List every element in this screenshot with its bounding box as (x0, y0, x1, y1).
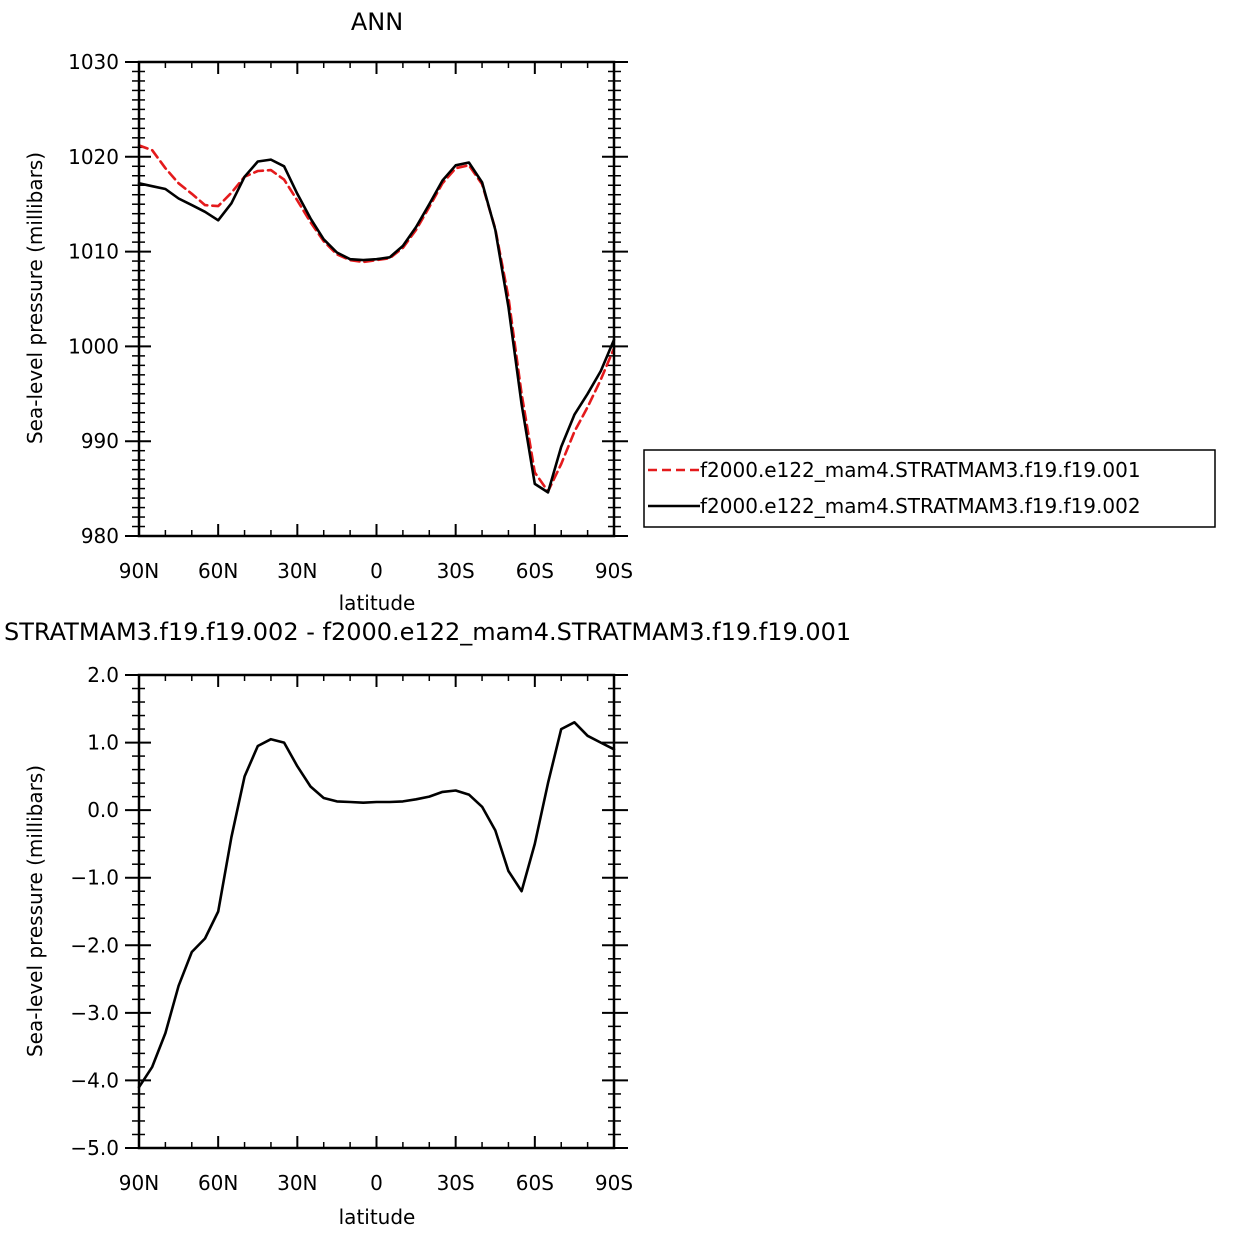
plot-frame (137, 60, 616, 538)
x-axis-label: latitude (339, 1205, 416, 1229)
y-tick-label: 1000 (68, 334, 119, 358)
x-tick-label: 90S (595, 1171, 633, 1195)
y-tick-label: 980 (81, 524, 119, 548)
chart-title: STRATMAM3.f19.f19.002 - f2000.e122_mam4.… (4, 618, 851, 646)
y-tick-label: −4.0 (70, 1068, 119, 1092)
x-tick-label: 30S (437, 1171, 475, 1195)
x-tick-label: 0 (370, 559, 383, 583)
y-tick-label: 990 (81, 429, 119, 453)
x-tick-label: 30S (437, 559, 475, 583)
y-tick-label: 1010 (68, 240, 119, 264)
top-panel: ANN Sea-level pressure (millibars) latit… (23, 8, 633, 615)
x-tick-label: 90N (119, 1171, 159, 1195)
y-tick-label: 1030 (68, 50, 119, 74)
series-line-2 (137, 158, 616, 494)
x-tick-label: 60S (516, 559, 554, 583)
x-tick-label: 30N (277, 1171, 317, 1195)
y-axis-label: Sea-level pressure (millibars) (23, 152, 47, 444)
chart-title: ANN (351, 8, 403, 36)
bottom-panel: STRATMAM3.f19.f19.002 - f2000.e122_mam4.… (4, 618, 851, 1229)
x-tick-label: 30N (277, 559, 317, 583)
y-tick-label: −2.0 (70, 933, 119, 957)
series-line-1 (137, 144, 616, 493)
y-tick-label: −1.0 (70, 866, 119, 890)
x-tick-label: 60N (198, 1171, 238, 1195)
y-tick-label: 2.0 (87, 663, 119, 687)
axis-ticks: 90N 60N 30N 0 30S 60S 90S 980 990 1000 1010 1020 103… (68, 50, 633, 583)
series-lines (137, 720, 616, 1089)
x-tick-label: 90S (595, 559, 633, 583)
y-tick-label: 1.0 (87, 731, 119, 755)
x-axis-label: latitude (339, 591, 416, 615)
legend-box (643, 449, 1216, 528)
y-tick-label: 0.0 (87, 798, 119, 822)
series-line-1 (137, 720, 616, 1089)
x-tick-label: 0 (370, 1171, 383, 1195)
y-tick-label: −5.0 (70, 1136, 119, 1160)
legend: f2000.e122_mam4.STRATMAM3.f19.f19.001 f2… (643, 449, 1216, 528)
legend-label-series-1: f2000.e122_mam4.STRATMAM3.f19.f19.001 (700, 458, 1141, 482)
legend-label-series-2: f2000.e122_mam4.STRATMAM3.f19.f19.002 (700, 494, 1141, 518)
plot-frame (137, 673, 616, 1150)
x-tick-label: 90N (119, 559, 159, 583)
x-tick-label: 60S (516, 1171, 554, 1195)
y-tick-label: 1020 (68, 145, 119, 169)
y-axis-label: Sea-level pressure (millibars) (23, 765, 47, 1057)
series-lines (137, 144, 616, 494)
y-tick-label: −3.0 (70, 1001, 119, 1025)
x-tick-label: 60N (198, 559, 238, 583)
axis-ticks: 90N 60N 30N 0 30S 60S 90S −5.0 −4.0 −3.0 −2.0 −1.0 0… (70, 663, 633, 1195)
